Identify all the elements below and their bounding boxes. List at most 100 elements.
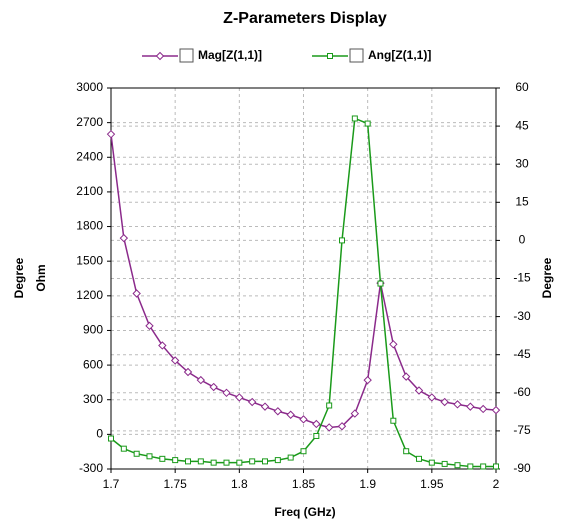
y2-tick-label: -45	[513, 347, 531, 361]
point	[324, 423, 334, 432]
point	[108, 435, 114, 442]
point	[300, 448, 307, 455]
point	[416, 455, 422, 462]
point	[273, 407, 283, 416]
point	[159, 455, 166, 462]
legend-marker	[327, 53, 333, 59]
x-tick-label: 1.8	[231, 477, 248, 491]
point	[210, 459, 217, 466]
y2-axis-label: Degree	[540, 257, 554, 298]
y-tick-label: 2700	[76, 115, 103, 129]
point	[209, 382, 218, 392]
y2-tick-label: 60	[515, 80, 529, 94]
x-tick-label: 1.9	[359, 477, 376, 491]
y-tick-label: 2100	[76, 184, 103, 198]
point	[493, 463, 499, 470]
point	[467, 463, 474, 470]
point	[287, 454, 294, 461]
y2-tick-label: 15	[515, 194, 529, 208]
point	[236, 459, 243, 466]
y2-tick-label: -75	[513, 423, 531, 437]
point	[223, 459, 230, 466]
x-tick-label: 2	[493, 477, 500, 491]
point	[119, 233, 129, 243]
point	[197, 458, 204, 465]
y-tick-label: 1800	[76, 219, 103, 233]
point	[133, 450, 140, 457]
legend-item: Mag[Z(1,1)]	[142, 48, 262, 63]
point	[286, 410, 295, 419]
point	[247, 397, 257, 407]
legend-checkbox	[349, 48, 364, 63]
legend-marker	[155, 51, 165, 61]
y-tick-label: 3000	[76, 80, 103, 94]
point	[196, 375, 206, 385]
point	[454, 462, 461, 469]
point	[351, 115, 358, 122]
point	[403, 448, 410, 455]
y-axis-label: Degree	[12, 257, 26, 298]
legend-label: Mag[Z(1,1)]	[198, 48, 262, 62]
y-tick-label: 300	[83, 392, 103, 406]
point	[453, 400, 462, 409]
y-tick-label: 600	[83, 357, 103, 371]
point	[146, 453, 153, 460]
point	[389, 340, 398, 349]
x-tick-label: 1.85	[292, 477, 316, 491]
chart-title: Z-Parameters Display	[223, 10, 387, 27]
point	[145, 321, 154, 331]
point	[440, 397, 449, 407]
y-tick-label: 900	[83, 323, 103, 337]
point	[222, 388, 231, 398]
plot-frame	[110, 87, 497, 470]
point	[170, 356, 180, 365]
point	[235, 393, 244, 402]
point	[427, 393, 437, 402]
point	[364, 120, 371, 127]
point	[363, 375, 372, 385]
point	[312, 419, 321, 429]
point	[185, 458, 191, 465]
y2-tick-label: -90	[513, 461, 531, 475]
point	[350, 409, 360, 418]
y-tick-label: 0	[96, 427, 103, 441]
y2-tick-label: 30	[515, 156, 529, 170]
point	[441, 460, 448, 467]
y-tick-label: 2400	[76, 149, 103, 163]
point	[132, 289, 141, 298]
y2-tick-label: -60	[513, 385, 531, 399]
point	[313, 432, 320, 439]
point	[414, 386, 424, 395]
point	[106, 129, 116, 139]
y-axis-label: Ohm	[34, 264, 48, 291]
point	[158, 341, 167, 350]
y-tick-label: 1200	[76, 288, 103, 302]
legend-item: Ang[Z(1,1)]	[312, 48, 431, 63]
x-axis-label: Freq (GHz)	[274, 505, 335, 519]
x-tick-label: 1.95	[420, 477, 444, 491]
point	[120, 445, 127, 452]
y-tick-label: 1500	[76, 253, 103, 267]
y2-tick-label: -30	[513, 309, 531, 323]
point	[172, 457, 179, 464]
point	[249, 458, 256, 465]
point	[390, 417, 397, 424]
point	[377, 280, 384, 287]
point	[274, 457, 281, 464]
legend-checkbox	[179, 48, 194, 63]
point	[262, 458, 268, 465]
y2-tick-label: 0	[519, 233, 526, 247]
point	[183, 367, 193, 377]
y2-tick-label: 45	[515, 118, 529, 132]
y-tick-label: -300	[79, 461, 103, 475]
y2-tick-label: -15	[513, 271, 531, 285]
x-tick-label: 1.75	[163, 477, 187, 491]
point	[299, 415, 308, 424]
point	[491, 405, 501, 415]
legend-label: Ang[Z(1,1)]	[368, 48, 431, 62]
point	[478, 404, 488, 414]
point	[480, 463, 487, 470]
x-tick-label: 1.7	[103, 477, 120, 491]
point	[337, 422, 347, 431]
